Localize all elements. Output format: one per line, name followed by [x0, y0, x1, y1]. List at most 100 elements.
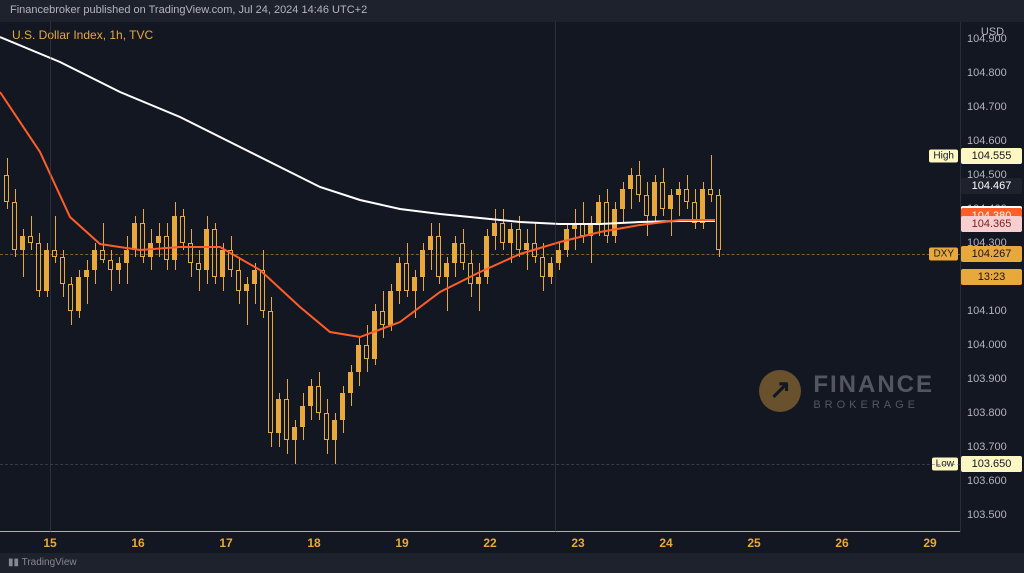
- candle-body: [628, 175, 633, 189]
- h-line: [0, 464, 960, 465]
- y-axis: USD 104.900104.800104.700104.600104.5001…: [960, 22, 1024, 532]
- candle-body: [308, 386, 313, 406]
- price-tag: 103.650: [961, 456, 1022, 472]
- candle-body: [476, 277, 481, 284]
- watermark-icon: [759, 370, 801, 412]
- candle-body: [516, 229, 521, 249]
- candle-body: [244, 284, 249, 291]
- candle-body: [668, 195, 673, 209]
- candle-body: [460, 243, 465, 263]
- candle-body: [572, 223, 577, 230]
- candle-body: [524, 243, 529, 250]
- candle-body: [484, 236, 489, 277]
- candle-body: [540, 257, 545, 277]
- watermark-subtitle: BROKERAGE: [813, 399, 934, 411]
- candle-body: [284, 399, 289, 440]
- candle-body: [556, 250, 561, 264]
- candle-body: [564, 229, 569, 249]
- candle-body: [412, 277, 417, 291]
- candle-wick: [679, 182, 680, 216]
- candle-wick: [575, 209, 576, 250]
- x-tick: 26: [835, 536, 848, 550]
- candle-body: [324, 413, 329, 440]
- candle-body: [12, 202, 17, 250]
- candle-body: [428, 236, 433, 250]
- candle-body: [340, 393, 345, 420]
- price-tag: 13:23: [961, 269, 1022, 285]
- candle-wick: [479, 263, 480, 311]
- candle-body: [180, 216, 185, 243]
- y-tick: 103.600: [967, 475, 1007, 487]
- candle-body: [140, 223, 145, 257]
- candle-body: [68, 284, 73, 311]
- candle-body: [124, 250, 129, 264]
- tv-logo-icon: ▮▮: [8, 557, 22, 568]
- candle-body: [36, 243, 41, 291]
- candle-body: [60, 257, 65, 284]
- candle-body: [316, 386, 321, 413]
- y-tick: 104.700: [967, 101, 1007, 113]
- candle-body: [716, 195, 721, 249]
- candle-body: [164, 236, 169, 260]
- candle-body: [644, 195, 649, 215]
- candle-body: [300, 406, 305, 426]
- y-tick: 103.500: [967, 509, 1007, 521]
- candle-body: [108, 260, 113, 270]
- x-tick: 29: [923, 536, 936, 550]
- candle-body: [292, 427, 297, 441]
- candle-body: [44, 250, 49, 291]
- candle-body: [452, 243, 457, 263]
- candle-body: [684, 189, 689, 203]
- candle-body: [404, 263, 409, 290]
- candle-wick: [31, 216, 32, 250]
- candle-body: [28, 236, 33, 243]
- candle-body: [332, 420, 337, 440]
- watermark: FINANCE BROKERAGE: [759, 370, 934, 412]
- y-tick: 104.600: [967, 135, 1007, 147]
- y-tick: 104.900: [967, 33, 1007, 45]
- candle-body: [468, 263, 473, 283]
- x-tick: 24: [659, 536, 672, 550]
- x-tick: 25: [747, 536, 760, 550]
- candle-body: [380, 311, 385, 325]
- x-axis: 1516171819222324252629: [0, 531, 960, 551]
- candle-body: [660, 182, 665, 209]
- y-tick: 103.800: [967, 407, 1007, 419]
- candle-body: [596, 202, 601, 222]
- candle-body: [84, 270, 89, 277]
- candle-body: [492, 223, 497, 237]
- candle-body: [692, 202, 697, 222]
- y-tick: 103.700: [967, 441, 1007, 453]
- x-tick: 22: [483, 536, 496, 550]
- candle-body: [116, 263, 121, 270]
- price-tag: 104.467: [961, 178, 1022, 194]
- candle-body: [548, 263, 553, 277]
- candle-body: [500, 223, 505, 243]
- x-tick: 19: [395, 536, 408, 550]
- y-tick: 104.100: [967, 305, 1007, 317]
- x-tick: 15: [43, 536, 56, 550]
- candle-body: [620, 189, 625, 209]
- candle-body: [260, 270, 265, 311]
- candle-body: [700, 189, 705, 223]
- chart-area[interactable]: [0, 22, 960, 532]
- candle-body: [676, 189, 681, 196]
- candle-wick: [111, 250, 112, 291]
- price-tag: 104.365: [961, 216, 1022, 232]
- candle-body: [364, 345, 369, 359]
- candle-body: [212, 229, 217, 277]
- candle-body: [268, 311, 273, 433]
- candle-body: [588, 223, 593, 237]
- price-tag: 104.267: [961, 246, 1022, 262]
- candle-wick: [87, 260, 88, 304]
- candle-wick: [119, 257, 120, 284]
- candle-body: [204, 229, 209, 270]
- footer-text: TradingView: [22, 557, 77, 568]
- candle-body: [444, 263, 449, 277]
- x-tick: 23: [571, 536, 584, 550]
- candle-body: [132, 223, 137, 250]
- candle-body: [652, 182, 657, 216]
- y-tick: 103.900: [967, 373, 1007, 385]
- candle-body: [708, 189, 713, 196]
- candle-body: [508, 229, 513, 243]
